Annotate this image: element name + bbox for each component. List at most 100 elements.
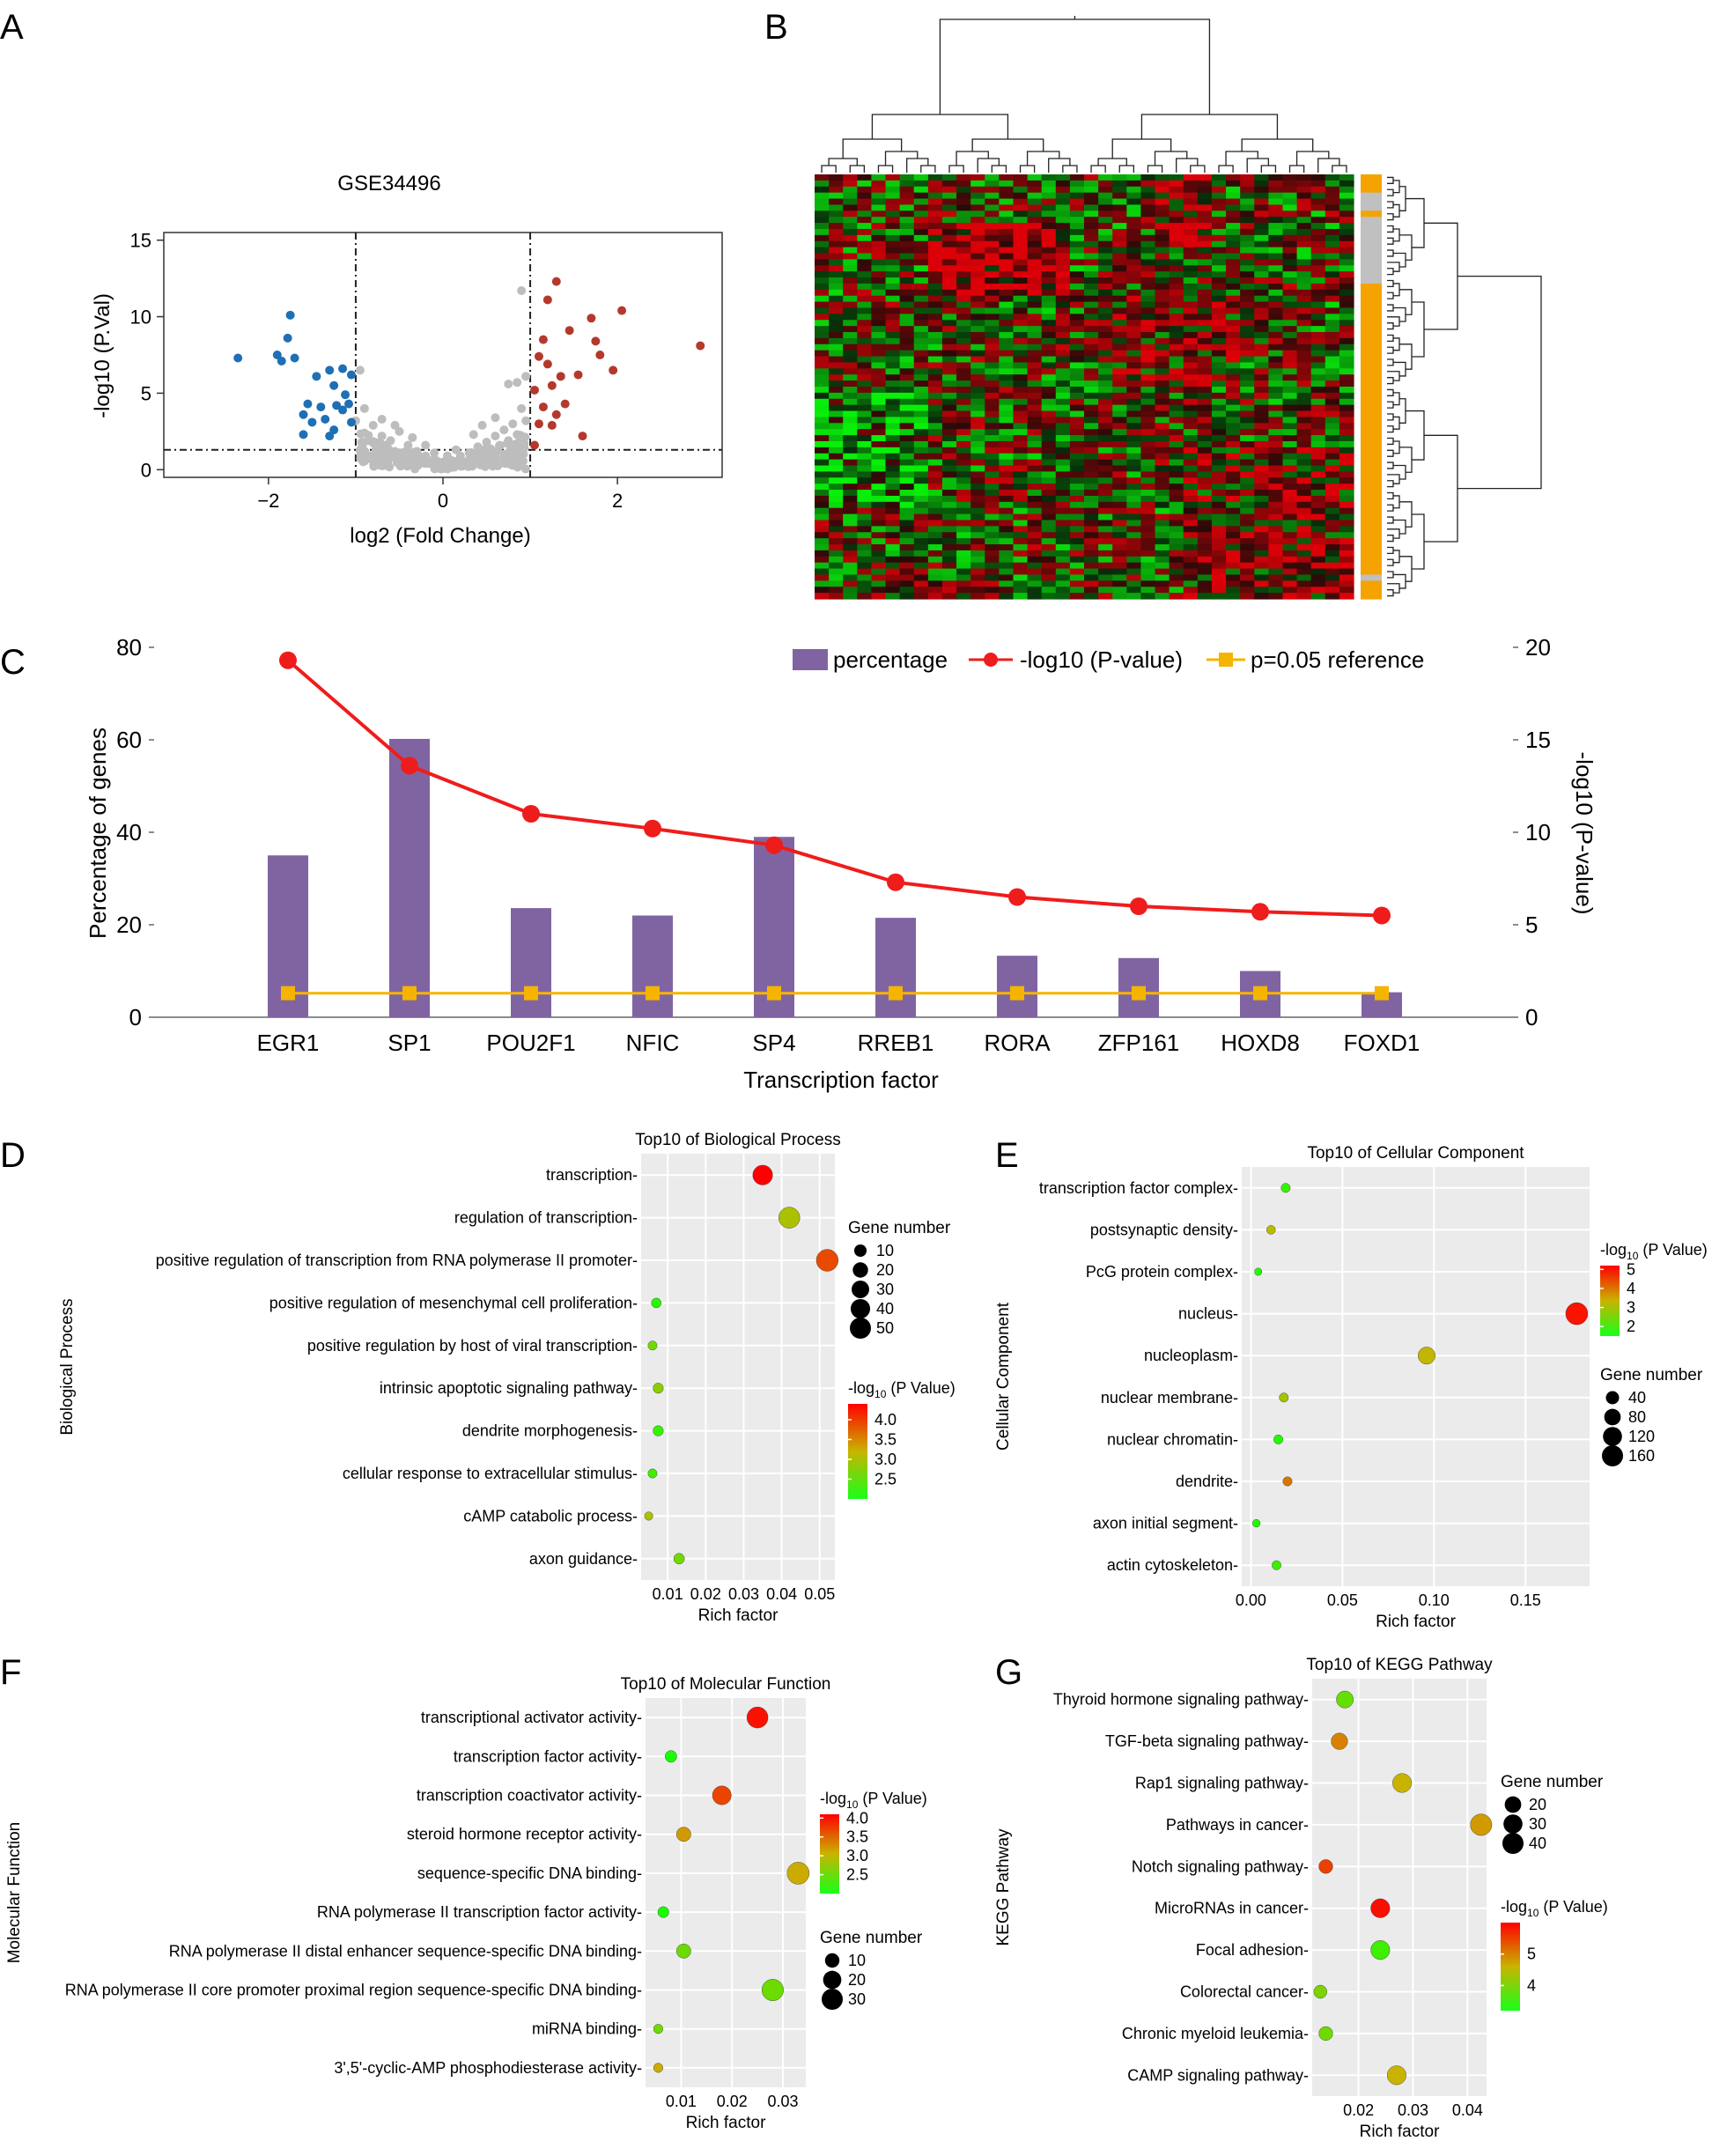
heatmap-cell xyxy=(843,387,858,394)
heatmap-cell xyxy=(1325,265,1340,272)
heatmap-cell xyxy=(927,240,943,248)
dendrogram-branch xyxy=(1387,546,1394,555)
heatmap-cell xyxy=(1084,417,1099,424)
heatmap-cell xyxy=(1254,253,1269,260)
heatmap-cell xyxy=(1183,350,1199,358)
heatmap-cell xyxy=(815,410,830,418)
heatmap-cell xyxy=(843,368,858,375)
heatmap-cell xyxy=(1112,314,1127,321)
heatmap-cell xyxy=(1254,186,1269,194)
heatmap-cell xyxy=(985,423,1000,430)
heatmap-cell xyxy=(1155,289,1170,297)
heatmap-cell xyxy=(1183,520,1199,527)
heatmap-cell xyxy=(1098,301,1113,309)
heatmap-cell xyxy=(1211,404,1227,412)
heatmap-cell xyxy=(985,307,1000,314)
annotation-cell xyxy=(1361,210,1382,218)
color-legend-bar xyxy=(820,1814,839,1894)
heatmap-cell xyxy=(1140,423,1156,430)
heatmap-cell xyxy=(815,423,830,430)
heatmap-cell xyxy=(1282,387,1298,394)
heatmap-cell xyxy=(1098,320,1113,327)
heatmap-cell xyxy=(815,217,830,224)
heatmap-cell xyxy=(913,477,929,484)
heatmap-cell xyxy=(815,526,830,533)
size-legend-title: Gene number xyxy=(820,1929,923,1947)
heatmap-cell xyxy=(1268,192,1284,200)
heatmap-cell xyxy=(1140,580,1156,587)
panel-letter-c: C xyxy=(0,643,26,682)
heatmap-cell xyxy=(1027,465,1043,472)
heatmap-cell xyxy=(1069,495,1085,503)
heatmap-cell xyxy=(1183,471,1199,478)
heatmap-cell xyxy=(1140,174,1156,181)
dendrogram-branch xyxy=(1147,165,1163,173)
heatmap-cell xyxy=(956,301,971,309)
dotplot-xtick-label: 0.05 xyxy=(1327,1591,1358,1609)
heatmap-cell xyxy=(1310,271,1326,278)
heatmap-cell xyxy=(1027,490,1043,497)
dendrogram-branch xyxy=(1387,304,1394,312)
heatmap-cell xyxy=(970,186,985,194)
heatmap-cell xyxy=(1325,192,1340,200)
heatmap-cell xyxy=(956,259,971,266)
heatmap-cell xyxy=(1310,198,1326,206)
heatmap-cell xyxy=(871,550,887,557)
tf-category-label: POU2F1 xyxy=(486,1030,575,1056)
volcano-frame xyxy=(163,232,723,478)
annotation-cell xyxy=(1361,392,1382,400)
heatmap-cell xyxy=(970,544,985,551)
heatmap-cell xyxy=(913,544,929,551)
heatmap-cell xyxy=(1126,337,1142,345)
volcano-point-down xyxy=(307,417,317,427)
heatmap-cell xyxy=(1325,247,1340,255)
panel-letter-b: B xyxy=(764,8,788,47)
heatmap-cell xyxy=(815,587,830,594)
dotplot-xtick-label: 0.02 xyxy=(1343,2101,1374,2119)
tf-category-label: HOXD8 xyxy=(1221,1030,1300,1056)
volcano-point-ns xyxy=(442,451,452,461)
heatmap-cell xyxy=(941,398,957,406)
heatmap-cell xyxy=(941,453,957,461)
heatmap-cell xyxy=(1296,180,1312,188)
dendrogram-branch xyxy=(1387,237,1394,245)
heatmap-cell xyxy=(956,587,971,594)
heatmap-cell xyxy=(885,574,901,581)
heatmap-cell xyxy=(1112,320,1127,327)
heatmap-cell xyxy=(871,217,887,224)
heatmap-cell xyxy=(1325,204,1340,211)
heatmap-cell xyxy=(1098,398,1113,406)
heatmap-cell xyxy=(1140,234,1156,242)
tf-bar xyxy=(632,915,673,1017)
heatmap-cell xyxy=(829,374,844,381)
heatmap-cell xyxy=(843,356,858,364)
dendrogram-branch xyxy=(849,165,866,173)
heatmap-cell xyxy=(857,520,873,527)
heatmap-cell xyxy=(1183,447,1199,454)
heatmap-cell xyxy=(1098,217,1113,224)
heatmap-cell xyxy=(956,440,971,448)
size-legend-dot xyxy=(1605,1391,1620,1405)
heatmap-cell xyxy=(1325,404,1340,412)
heatmap-cell xyxy=(1112,507,1127,515)
heatmap-cell xyxy=(1183,507,1199,515)
heatmap-cell xyxy=(1296,332,1312,339)
heatmap-cell xyxy=(970,314,985,321)
heatmap-cell xyxy=(1211,326,1227,333)
heatmap-cell xyxy=(913,283,929,291)
heatmap-cell xyxy=(1169,350,1184,358)
heatmap-cell xyxy=(1155,320,1170,327)
heatmap-cell xyxy=(1169,301,1184,309)
heatmap-cell xyxy=(970,526,985,533)
heatmap-cell xyxy=(1183,295,1199,303)
heatmap-cell xyxy=(815,404,830,412)
volcano-point-ns xyxy=(396,459,406,469)
heatmap-cell xyxy=(829,465,844,472)
heatmap-cell xyxy=(829,295,844,303)
heatmap-cell xyxy=(1112,550,1127,557)
heatmap-cell xyxy=(1197,429,1213,436)
heatmap-cell xyxy=(1126,423,1142,430)
heatmap-cell xyxy=(885,520,901,527)
heatmap-cell xyxy=(927,217,943,224)
heatmap-cell xyxy=(1098,562,1113,570)
